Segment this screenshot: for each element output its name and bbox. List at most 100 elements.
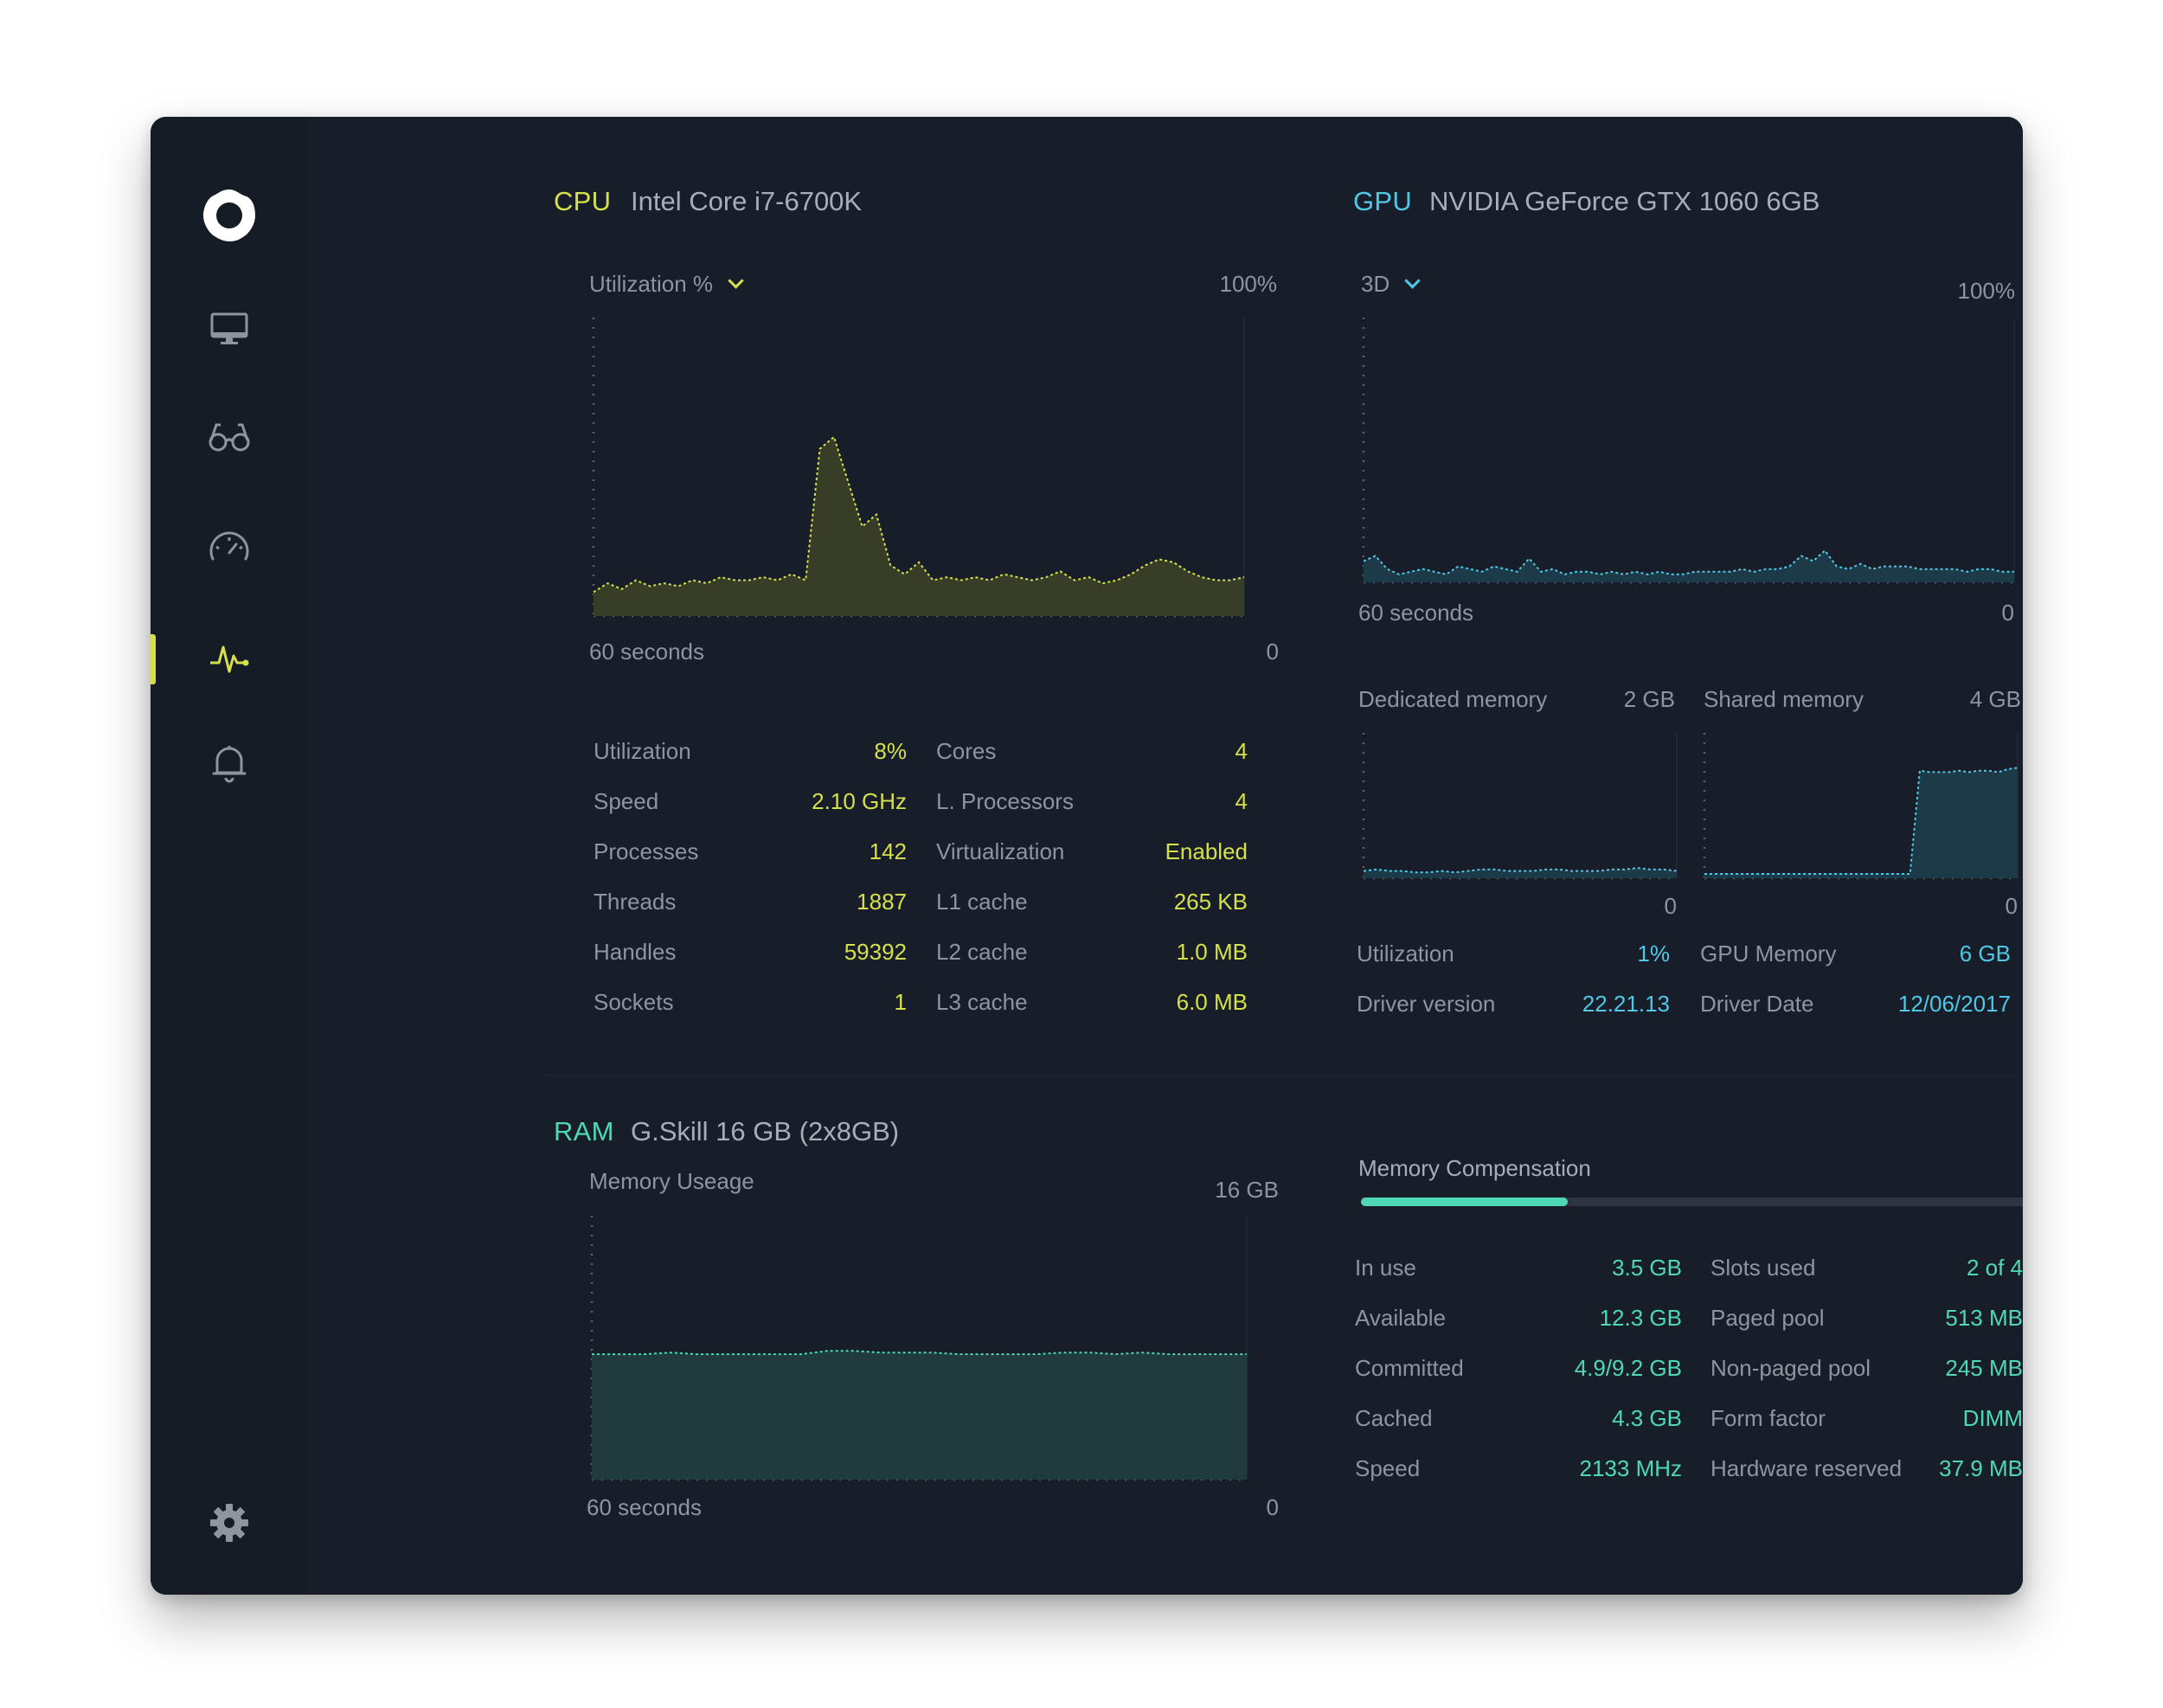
gpu-chart-area bbox=[1364, 550, 2014, 582]
ram-stat-value: 4.9/9.2 GB bbox=[1574, 1355, 1682, 1381]
cpu-stat2-value: 4 bbox=[1235, 738, 1248, 764]
gpu-stat-label: Utilization bbox=[1357, 941, 1454, 966]
gpu-chart-line bbox=[1363, 549, 2014, 575]
ram-zero-label: 0 bbox=[1266, 1494, 1279, 1520]
dedicated-memory-max: 2 GB bbox=[1623, 686, 1675, 712]
cpu-chart-line bbox=[593, 435, 1245, 594]
sidebar bbox=[151, 117, 308, 1595]
ram-label: RAM bbox=[554, 1116, 614, 1146]
gear-icon[interactable] bbox=[151, 1493, 308, 1553]
memory-compensation-label: Memory Compensation bbox=[1358, 1155, 1591, 1181]
cpu-dropdown-label: Utilization % bbox=[589, 271, 714, 297]
gpu-dropdown-label: 3D bbox=[1361, 271, 1390, 297]
cpu-stat2-value: Enabled bbox=[1165, 838, 1248, 864]
gpu-model: NVIDIA GeForce GTX 1060 6GB bbox=[1429, 186, 1820, 216]
gpu-stat2-label: GPU Memory bbox=[1700, 941, 1837, 966]
gpu-stat-value: 22.21.13 bbox=[1582, 991, 1670, 1017]
gpu-time-label: 60 seconds bbox=[1358, 600, 1473, 626]
cpu-stat-value: 1 bbox=[894, 989, 907, 1015]
cpu-stat-label: Speed bbox=[594, 788, 659, 814]
shared-chart-line bbox=[1704, 767, 2019, 875]
ram-stat-label: Committed bbox=[1355, 1355, 1464, 1381]
gpu-3d-chart bbox=[1362, 318, 2015, 584]
dedicated-memory-chart bbox=[1362, 733, 1678, 880]
cpu-chart-area bbox=[594, 437, 1244, 616]
shared-chart-area bbox=[1704, 767, 2018, 878]
ram-stat2-value: 37.9 MB bbox=[1939, 1455, 2023, 1481]
gpu-zero-label: 0 bbox=[2001, 600, 2014, 626]
memory-compensation-fill bbox=[1361, 1198, 1568, 1206]
gpu-stat2-value: 6 GB bbox=[1959, 941, 2011, 966]
monitor-icon[interactable] bbox=[151, 299, 308, 359]
section-divider bbox=[543, 1075, 2014, 1076]
cpu-stat2-value: 1.0 MB bbox=[1176, 939, 1248, 965]
chevron-down-icon bbox=[1404, 273, 1421, 289]
pulse-icon[interactable] bbox=[151, 629, 308, 690]
cpu-stat2-value: 265 KB bbox=[1173, 889, 1248, 915]
gpu-stat-value: 1% bbox=[1637, 941, 1670, 966]
ram-stat2-label: Form factor bbox=[1711, 1405, 1826, 1431]
bell-icon[interactable] bbox=[151, 733, 308, 793]
shared-memory-label: Shared memory bbox=[1704, 686, 1864, 712]
speedometer-icon[interactable] bbox=[151, 517, 308, 577]
gpu-max-label: 100% bbox=[1957, 278, 2016, 304]
cpu-model: Intel Core i7-6700K bbox=[631, 186, 863, 216]
cpu-stat-value: 59392 bbox=[844, 939, 907, 965]
ram-stat2-value: 513 MB bbox=[1945, 1305, 2023, 1331]
ram-stat-value: 2133 MHz bbox=[1579, 1455, 1683, 1481]
dedicated-memory-zero: 0 bbox=[1664, 893, 1677, 919]
ram-stat-label: Cached bbox=[1355, 1405, 1433, 1431]
cpu-stat2-label: L. Processors bbox=[936, 788, 1074, 814]
chevron-down-icon bbox=[728, 273, 744, 289]
logo-icon[interactable] bbox=[151, 172, 308, 259]
glasses-icon[interactable] bbox=[151, 407, 308, 467]
cpu-stat2-value: 4 bbox=[1235, 788, 1248, 814]
ram-stat-label: Speed bbox=[1355, 1455, 1421, 1481]
cpu-stat-value: 2.10 GHz bbox=[812, 788, 907, 814]
task-manager-window: CPU Intel Core i7-6700K Utilization % 10… bbox=[151, 117, 2023, 1595]
cpu-stat-value: 1887 bbox=[857, 889, 907, 915]
dedicated-chart-line bbox=[1363, 867, 1678, 874]
ram-stat2-value: DIMM bbox=[1962, 1405, 2023, 1431]
ram-max-label: 16 GB bbox=[1215, 1177, 1279, 1203]
shared-memory-max: 4 GB bbox=[1969, 686, 2021, 712]
cpu-max-label: 100% bbox=[1219, 271, 1278, 297]
ram-chart-area bbox=[592, 1351, 1247, 1480]
gpu-label: GPU bbox=[1353, 186, 1413, 216]
cpu-metric-dropdown[interactable]: Utilization % bbox=[589, 271, 744, 298]
active-nav-indicator bbox=[151, 634, 156, 684]
ram-stat2-label: Hardware reserved bbox=[1711, 1455, 1903, 1481]
shared-memory-zero: 0 bbox=[2005, 893, 2018, 919]
cpu-stat2-label: Cores bbox=[936, 738, 997, 764]
cpu-stat-label: Processes bbox=[594, 838, 699, 864]
ram-stat-value: 3.5 GB bbox=[1612, 1255, 1682, 1281]
gpu-stat-label: Driver version bbox=[1357, 991, 1496, 1017]
ram-stat-value: 4.3 GB bbox=[1612, 1405, 1682, 1431]
memory-usage-title: Memory Useage bbox=[589, 1168, 754, 1194]
cpu-stat-label: Threads bbox=[594, 889, 677, 915]
gpu-stat2-value: 12/06/2017 bbox=[1897, 991, 2011, 1017]
ram-time-label: 60 seconds bbox=[587, 1494, 702, 1520]
ram-stat-value: 12.3 GB bbox=[1599, 1305, 1682, 1331]
cpu-stat-value: 8% bbox=[874, 738, 907, 764]
dedicated-memory-label: Dedicated memory bbox=[1358, 686, 1548, 712]
cpu-stat2-label: L1 cache bbox=[936, 889, 1028, 915]
cpu-zero-label: 0 bbox=[1266, 639, 1279, 665]
gpu-engine-dropdown[interactable]: 3D bbox=[1361, 271, 1421, 298]
cpu-stat2-label: L2 cache bbox=[936, 939, 1028, 965]
memory-compensation-bar bbox=[1361, 1198, 2023, 1206]
cpu-stat-label: Handles bbox=[594, 939, 677, 965]
cpu-utilization-chart bbox=[592, 318, 1245, 618]
memory-usage-chart bbox=[590, 1216, 1248, 1481]
cpu-stat-value: 142 bbox=[869, 838, 907, 864]
cpu-stat-label: Sockets bbox=[594, 989, 674, 1015]
ram-chart-line bbox=[592, 1350, 1247, 1356]
ram-model: G.Skill 16 GB (2x8GB) bbox=[631, 1116, 900, 1146]
ram-stat-label: Available bbox=[1355, 1305, 1447, 1331]
ram-stat2-label: Slots used bbox=[1711, 1255, 1816, 1281]
ram-stat-label: In use bbox=[1355, 1255, 1416, 1281]
cpu-label: CPU bbox=[554, 186, 612, 216]
shared-memory-chart bbox=[1703, 733, 2019, 880]
dedicated-chart-area bbox=[1364, 868, 1677, 878]
ram-stat2-label: Non-paged pool bbox=[1711, 1355, 1871, 1381]
